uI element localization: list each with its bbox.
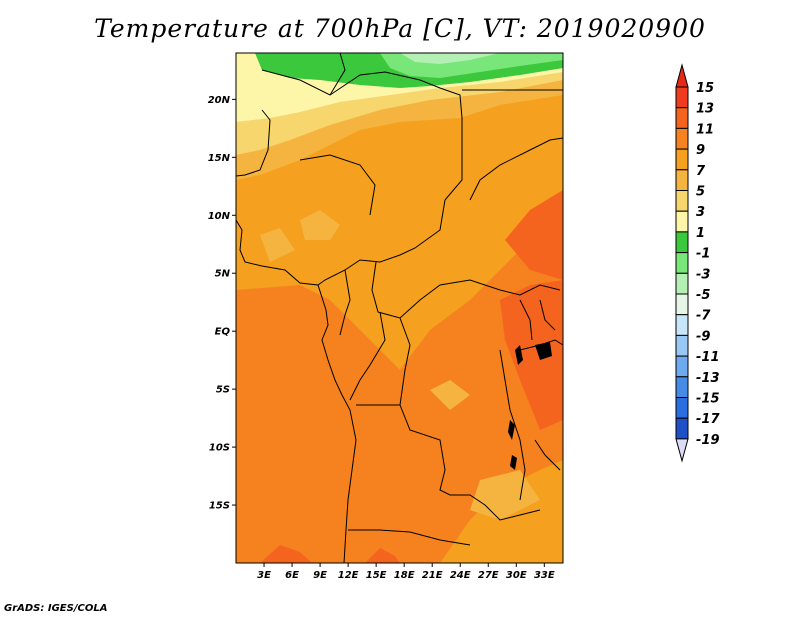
colorbar-label: -11 xyxy=(696,350,720,365)
colorbar-swatch xyxy=(675,252,689,274)
lat-tick-label: 15N xyxy=(208,153,231,164)
lon-tick-label: 24E xyxy=(450,570,471,581)
lat-tick-label: 5S xyxy=(216,385,230,396)
lon-tick-label: 6E xyxy=(285,570,299,581)
colorbar-bottom-arrow xyxy=(675,438,689,463)
field-7-9 xyxy=(430,380,470,410)
lat-tick-label: 10N xyxy=(208,211,231,222)
longitude-axis: 3E 6E 9E 12E 15E 18E 21E 24E 27E 30E 33E xyxy=(257,563,555,581)
lon-tick-label: 9E xyxy=(313,570,327,581)
colorbar-swatch xyxy=(675,376,689,398)
colorbar-label: -15 xyxy=(696,392,720,407)
latitude-axis: 20N 15N 10N 5N EQ 5S 10S 15S xyxy=(208,95,236,512)
lakes xyxy=(508,342,552,470)
map-frame xyxy=(235,52,564,564)
lon-tick-label: 18E xyxy=(394,570,415,581)
field-13-15 xyxy=(365,548,400,563)
colorbar-swatch xyxy=(675,334,689,357)
colorbar-swatch xyxy=(675,355,689,378)
colorbar-label: -19 xyxy=(696,433,720,448)
lat-tick-label: 10S xyxy=(209,443,230,454)
colorbar-label: 9 xyxy=(696,143,705,158)
credit-label: GrADS: IGES/COLA xyxy=(4,603,108,614)
colorbar-swatch xyxy=(675,127,689,150)
temperature-field xyxy=(236,53,563,563)
colorbar-swatch xyxy=(675,107,689,129)
colorbar-label: 3 xyxy=(696,205,705,220)
lon-tick-label: 21E xyxy=(422,570,443,581)
colorbar-label: 13 xyxy=(696,102,714,117)
colorbar-swatch xyxy=(675,314,689,336)
lake-victoria xyxy=(535,342,552,360)
colorbar-label: 11 xyxy=(696,122,714,137)
lon-tick-label: 30E xyxy=(506,570,527,581)
field-7-9 xyxy=(300,210,340,240)
colorbar-swatch xyxy=(675,397,689,419)
colorbar-label: -9 xyxy=(696,329,710,344)
lon-tick-label: 27E xyxy=(478,570,499,581)
field-11-13 xyxy=(236,400,380,440)
colorbar-label: -17 xyxy=(696,412,720,427)
field-neg3-neg1 xyxy=(400,53,500,64)
colorbar-swatch xyxy=(675,293,689,316)
colorbar-label: -7 xyxy=(696,309,711,324)
colorbar-swatch xyxy=(675,231,689,254)
colorbar-swatch xyxy=(675,190,689,212)
lat-tick-label: 15S xyxy=(209,501,230,512)
colorbar-top-arrow xyxy=(675,63,689,88)
lon-tick-label: 15E xyxy=(366,570,387,581)
lon-tick-label: 12E xyxy=(338,570,359,581)
field-13-15 xyxy=(500,280,563,430)
colorbar-label: 7 xyxy=(696,164,706,179)
country-borders xyxy=(236,53,563,563)
colorbar-swatch xyxy=(675,169,689,192)
field-13-15 xyxy=(260,545,312,563)
lake-tanganyika xyxy=(508,420,515,440)
colorbar-swatch xyxy=(675,417,689,440)
colorbar-label: 5 xyxy=(696,185,705,200)
colorbar-swatch xyxy=(675,272,689,295)
colorbar-label: -13 xyxy=(696,371,720,386)
field-13-15 xyxy=(505,190,563,280)
field-11-13 xyxy=(236,210,563,563)
lat-tick-label: 5N xyxy=(215,269,231,280)
lake-mweru xyxy=(510,455,517,470)
lake-albert xyxy=(515,345,523,365)
colorbar-label: 1 xyxy=(696,226,705,241)
colorbar-label: -3 xyxy=(696,267,710,282)
colorbar-label: -5 xyxy=(696,288,710,303)
colorbar-swatch xyxy=(675,148,689,171)
field-7-9 xyxy=(260,228,295,262)
colorbar-swatch xyxy=(675,210,689,233)
lon-tick-label: 33E xyxy=(534,570,555,581)
colorbar-label: 15 xyxy=(696,81,714,96)
lat-tick-label: EQ xyxy=(215,327,231,338)
lat-tick-label: 20N xyxy=(208,95,231,106)
colorbar: 15 13 11 9 7 5 3 1 -1 -3 -5 -7 -9 -11 -13 -15 -17 -19 xyxy=(675,63,720,463)
lon-tick-label: 3E xyxy=(257,570,271,581)
colorbar-swatch xyxy=(675,86,689,109)
colorbar-label: -1 xyxy=(696,247,710,262)
map-title: Temperature at 700hPa [C], VT: 201902090… xyxy=(94,14,706,43)
